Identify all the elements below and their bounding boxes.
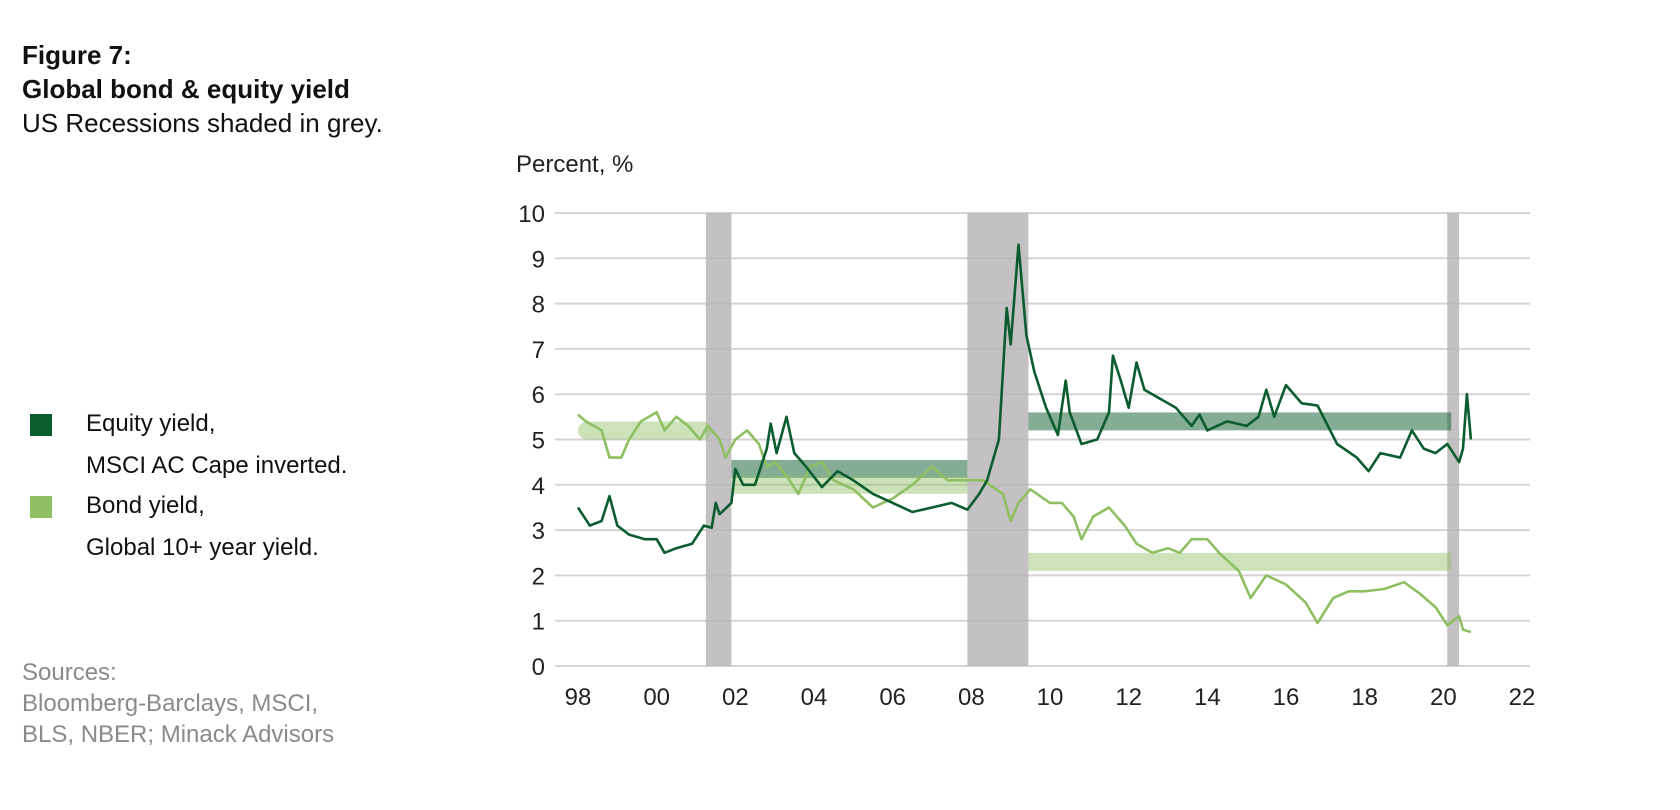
average-band bbox=[1028, 412, 1452, 431]
legend-swatch-equity bbox=[30, 414, 52, 436]
chart-title: Global bond & equity yield bbox=[22, 74, 350, 104]
recession-band bbox=[1447, 213, 1460, 666]
y-tick-label: 6 bbox=[532, 382, 545, 409]
legend-label: Global 10+ year yield. bbox=[86, 534, 319, 561]
x-tick-label: 22 bbox=[1509, 684, 1536, 711]
y-tick-label: 10 bbox=[518, 201, 545, 228]
sources-line: BLS, NBER; Minack Advisors bbox=[22, 721, 335, 748]
average-band bbox=[578, 421, 712, 440]
y-tick-label: 2 bbox=[532, 563, 545, 590]
y-tick-label: 7 bbox=[532, 337, 545, 364]
x-tick-label: 06 bbox=[879, 684, 906, 711]
sources-line: Bloomberg-Barclays, MSCI, bbox=[22, 690, 319, 717]
y-tick-label: 5 bbox=[532, 428, 545, 455]
x-tick-label: 04 bbox=[801, 684, 828, 711]
x-tick-label: 98 bbox=[565, 684, 592, 711]
average-band bbox=[1028, 552, 1452, 571]
legend-label: MSCI AC Cape inverted. bbox=[86, 452, 348, 479]
y-tick-label: 0 bbox=[532, 654, 545, 681]
x-tick-label: 10 bbox=[1037, 684, 1064, 711]
y-tick-label: 8 bbox=[532, 292, 545, 319]
x-tick-label: 08 bbox=[958, 684, 985, 711]
x-tick-label: 14 bbox=[1194, 684, 1221, 711]
bond-yield-line bbox=[577, 410, 1472, 634]
x-tick-label: 12 bbox=[1115, 684, 1142, 711]
y-tick-label: 3 bbox=[532, 518, 545, 545]
y-axis-label: Percent, % bbox=[516, 151, 633, 178]
average-band bbox=[731, 459, 968, 478]
legend-label: Bond yield, bbox=[86, 492, 205, 519]
sources-line: Sources: bbox=[22, 659, 117, 686]
x-tick-label: 20 bbox=[1430, 684, 1457, 711]
legend-label: Equity yield, bbox=[86, 410, 216, 437]
x-tick-label: 16 bbox=[1273, 684, 1300, 711]
figure-label: Figure 7: bbox=[22, 40, 132, 70]
chart-subtitle: US Recessions shaded in grey. bbox=[22, 108, 383, 138]
equity-yield-line bbox=[576, 243, 1473, 555]
x-tick-label: 02 bbox=[722, 684, 749, 711]
y-tick-label: 4 bbox=[532, 473, 545, 500]
y-tick-label: 9 bbox=[532, 246, 545, 273]
x-tick-label: 00 bbox=[643, 684, 670, 711]
legend-swatch-bond bbox=[30, 496, 52, 518]
y-tick-label: 1 bbox=[532, 609, 545, 636]
sources: Sources: Bloomberg-Barclays, MSCI, BLS, … bbox=[22, 657, 334, 750]
x-tick-label: 18 bbox=[1351, 684, 1378, 711]
